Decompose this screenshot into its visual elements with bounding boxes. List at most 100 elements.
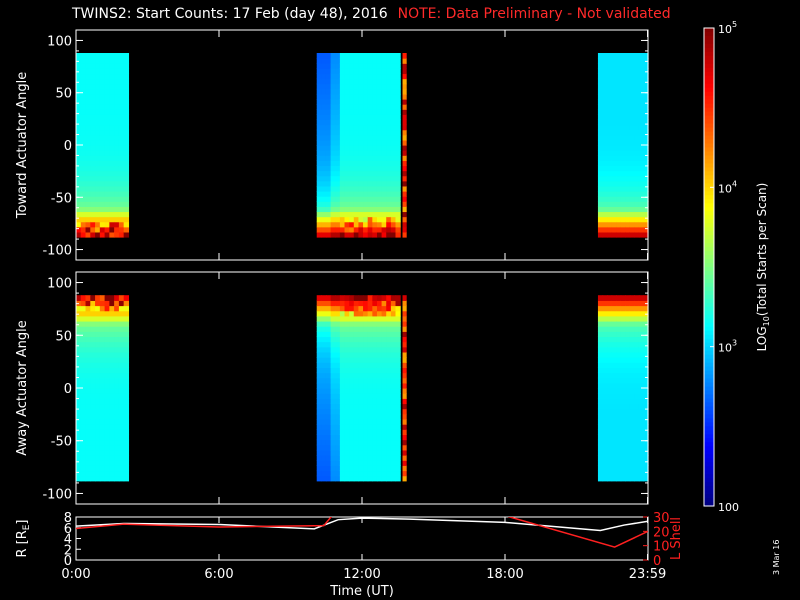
heatmap-cell xyxy=(616,175,622,182)
heatmap-cell xyxy=(643,475,649,482)
heatmap-cell xyxy=(395,357,401,363)
heatmap-cell xyxy=(611,201,617,207)
heatmap-cell xyxy=(625,398,631,405)
heatmap-cell xyxy=(104,83,110,90)
heatmap-cell xyxy=(629,434,635,441)
heatmap-cell xyxy=(344,63,350,69)
heatmap-cell xyxy=(386,124,392,131)
heatmap-cell xyxy=(99,93,106,100)
heatmap-cell xyxy=(90,139,96,146)
heatmap-cell xyxy=(114,372,120,379)
heatmap-cell xyxy=(118,68,125,75)
heatmap-cell xyxy=(349,73,355,80)
heatmap-cell xyxy=(616,460,622,466)
heatmap-cell xyxy=(367,124,373,131)
heatmap-cell xyxy=(620,424,626,430)
heatmap-cell xyxy=(634,196,640,202)
heatmap-cell xyxy=(629,418,635,425)
heatmap-cell xyxy=(625,444,631,451)
heatmap-cell xyxy=(99,134,106,141)
heatmap-cell xyxy=(316,185,322,192)
heatmap-cell xyxy=(607,331,613,338)
heatmap-cell xyxy=(358,211,364,218)
heatmap-cell xyxy=(123,78,130,85)
heatmap-cell xyxy=(349,403,355,410)
heatmap-cell xyxy=(367,93,373,100)
heatmap-cell xyxy=(643,310,649,317)
heatmap-cell xyxy=(616,336,622,343)
heatmap-cell xyxy=(358,388,364,394)
heatmap-cell xyxy=(625,300,631,307)
heatmap-cell xyxy=(118,470,125,477)
heatmap-cell xyxy=(620,403,626,410)
heatmap-cell xyxy=(90,403,96,410)
heatmap-cell xyxy=(616,315,622,322)
heatmap-cell xyxy=(381,362,387,368)
heatmap-cell xyxy=(344,78,350,85)
heatmap-cell xyxy=(625,175,631,182)
heatmap-cell xyxy=(321,398,327,405)
heatmap-cell xyxy=(616,134,622,141)
heatmap-cell xyxy=(395,160,401,167)
heatmap-cell xyxy=(99,63,106,69)
heatmap-cell xyxy=(335,336,341,343)
heatmap-cell xyxy=(95,83,101,90)
heatmap-cell xyxy=(330,439,336,446)
colorbar-cell xyxy=(704,482,714,487)
heatmap-cell xyxy=(386,109,392,115)
heatmap-cell xyxy=(99,388,106,394)
heatmap-cell xyxy=(316,346,322,353)
heatmap-cell xyxy=(321,58,327,64)
y-tick-label: 0 xyxy=(64,382,72,397)
heatmap-cell xyxy=(625,150,631,156)
heatmap-cell xyxy=(335,226,341,233)
heatmap-cell xyxy=(358,408,364,415)
heatmap-cell xyxy=(611,341,617,348)
heatmap-cell xyxy=(123,331,130,338)
heatmap-cell xyxy=(390,393,397,399)
heatmap-cell xyxy=(330,83,336,90)
heatmap-cell xyxy=(99,104,106,110)
heatmap-cell xyxy=(638,357,645,363)
heatmap-cell xyxy=(629,357,635,363)
heatmap-cell xyxy=(620,216,626,223)
heatmap-cell xyxy=(381,231,387,238)
heatmap-cell xyxy=(76,413,82,420)
heatmap-cell xyxy=(602,191,608,197)
heatmap-cell xyxy=(643,201,649,207)
heatmap-cell xyxy=(316,104,322,110)
colorbar-cell xyxy=(704,438,714,443)
heatmap-cell xyxy=(597,201,604,207)
heatmap-cell xyxy=(367,150,373,156)
heatmap-cell xyxy=(104,139,110,146)
heatmap-cell xyxy=(643,226,649,233)
heatmap-cell xyxy=(611,295,617,301)
heatmap-cell xyxy=(349,191,355,197)
heatmap-cell xyxy=(395,408,401,415)
heatmap-cell xyxy=(381,185,387,192)
heatmap-cell xyxy=(625,455,631,461)
heatmap-cell xyxy=(607,119,613,126)
heatmap-cell xyxy=(363,104,369,110)
heatmap-cell xyxy=(114,150,120,156)
heatmap-cell xyxy=(390,470,397,477)
heatmap-cell xyxy=(634,145,640,151)
heatmap-cell xyxy=(372,367,378,374)
heatmap-cell xyxy=(395,470,401,477)
heatmap-cell xyxy=(363,170,369,177)
heatmap-cell xyxy=(381,315,387,322)
heatmap-cell xyxy=(634,139,640,146)
heatmap-cell xyxy=(353,418,360,425)
heatmap-cell xyxy=(90,231,96,238)
heatmap-cell xyxy=(80,185,87,192)
heatmap-cell xyxy=(123,99,130,105)
heatmap-cell xyxy=(85,372,91,379)
colorbar-cell xyxy=(704,127,714,133)
heatmap-cell xyxy=(99,83,106,90)
heatmap-cell xyxy=(616,351,622,358)
heatmap-cell xyxy=(339,351,346,358)
heatmap-cell xyxy=(85,139,91,146)
heatmap-cell xyxy=(390,351,397,358)
heatmap-cell xyxy=(99,211,106,218)
heatmap-cell xyxy=(620,150,626,156)
